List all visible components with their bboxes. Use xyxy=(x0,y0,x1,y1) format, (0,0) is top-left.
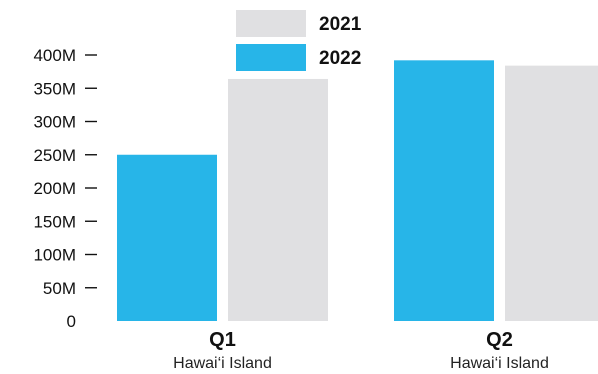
y-tick-label: 50M xyxy=(43,279,76,298)
y-tick-label: 150M xyxy=(33,212,76,231)
x-category-label: Q1 xyxy=(209,329,236,351)
y-tick-label: 0 xyxy=(67,312,76,331)
legend-swatch-2022 xyxy=(236,44,306,71)
y-axis: 0 50M 100M 150M 200M 250M 300M 350M 400M xyxy=(33,46,97,331)
bars xyxy=(117,60,598,321)
legend: 2021 2022 xyxy=(236,10,362,71)
x-axis: Q1 Hawai‘i Island Q2 Hawai‘i Island xyxy=(173,329,549,372)
bar-q1-2022 xyxy=(117,154,217,321)
y-tick-label: 400M xyxy=(33,46,76,65)
y-tick-label: 100M xyxy=(33,246,76,265)
legend-swatch-2021 xyxy=(236,10,306,37)
legend-label-2021: 2021 xyxy=(319,14,362,35)
bar-q2-2022 xyxy=(394,60,494,321)
y-tick-label: 200M xyxy=(33,179,76,198)
x-category-sublabel: Hawai‘i Island xyxy=(173,355,272,372)
x-category-sublabel: Hawai‘i Island xyxy=(450,355,549,372)
legend-label-2022: 2022 xyxy=(319,48,361,69)
y-tick-label: 350M xyxy=(33,79,76,98)
y-tick-label: 300M xyxy=(33,113,76,132)
y-tick-label: 250M xyxy=(33,146,76,165)
x-category-label: Q2 xyxy=(486,329,513,351)
bar-q2-2021 xyxy=(505,65,598,321)
bar-q1-2021 xyxy=(228,78,328,321)
